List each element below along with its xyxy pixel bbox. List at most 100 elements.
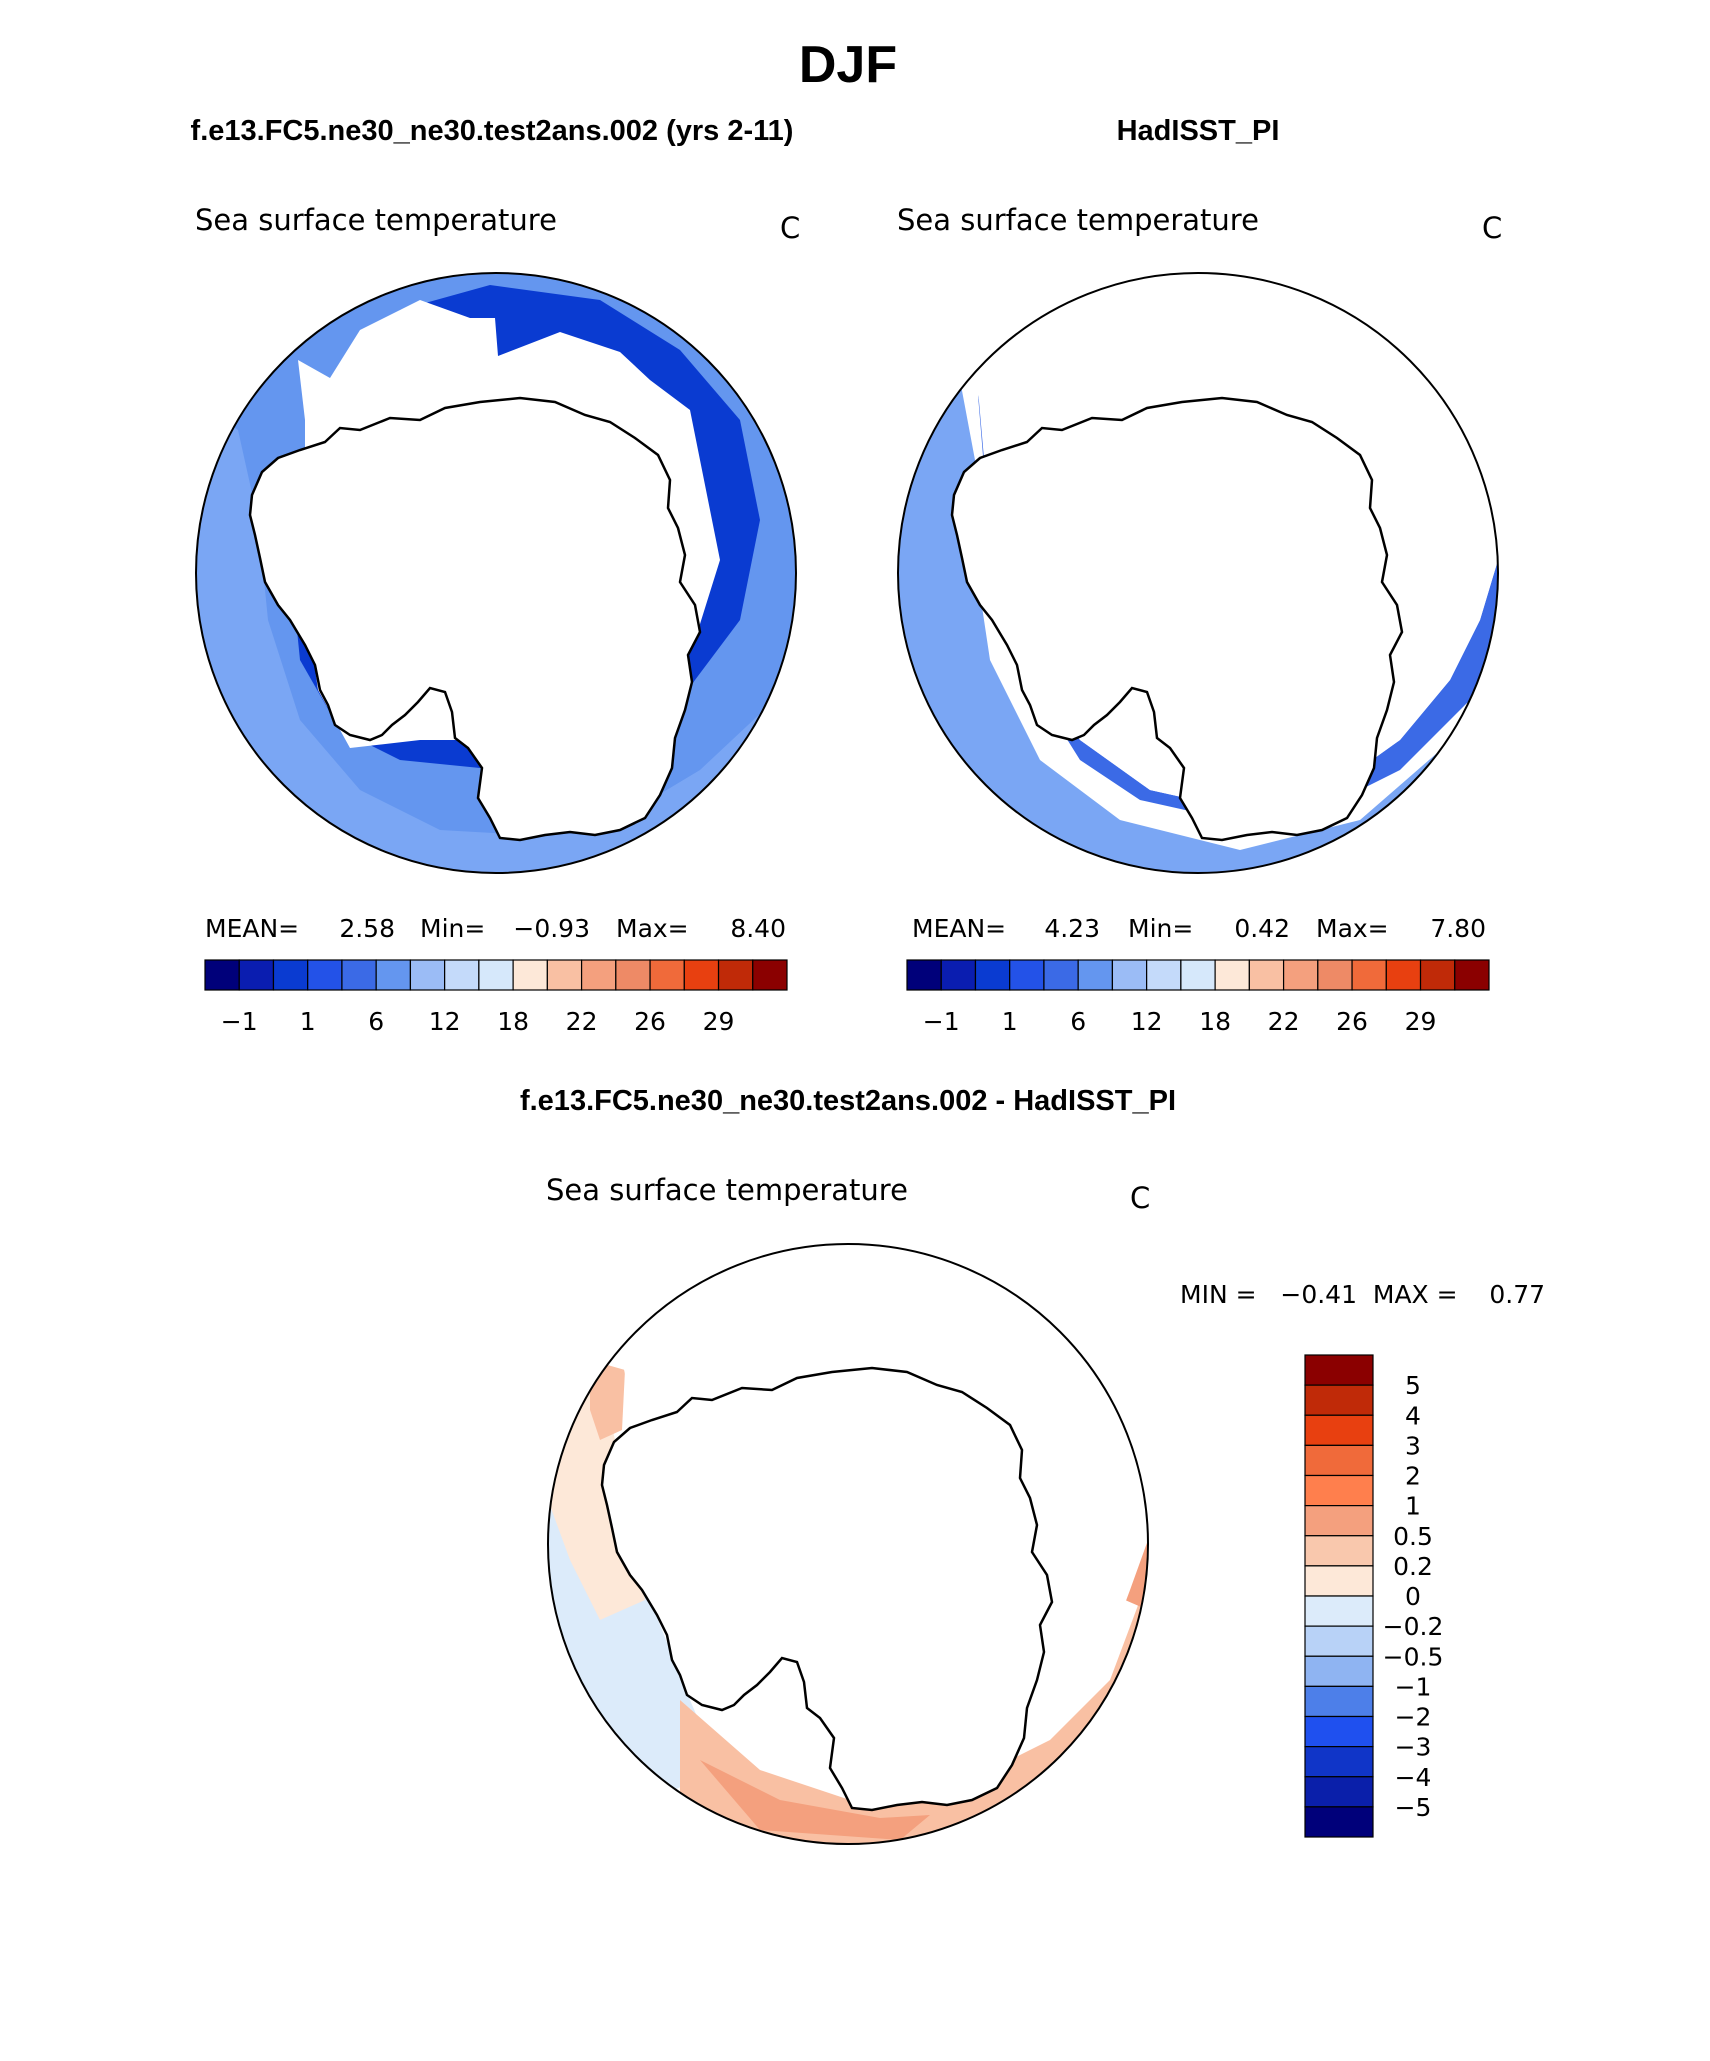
model-min-value: −0.93 <box>513 914 590 943</box>
diff-minmax-label: MIN = −0.41 MAX = 0.77 <box>1180 1280 1545 1309</box>
diff-colorbar-label: 0 <box>1405 1582 1421 1611</box>
diff-heading: f.e13.FC5.ne30_ne30.test2ans.002 - HadIS… <box>520 1085 1176 1117</box>
model-colorbar-tick-label: 1 <box>300 1007 316 1036</box>
obs-colorbar-swatch <box>906 959 942 991</box>
obs-colorbar-swatch <box>1454 959 1490 991</box>
diff-colorbar-swatch <box>1304 1474 1374 1507</box>
model-colorbar-swatch <box>238 959 275 991</box>
diff-colorbar-swatch <box>1304 1685 1374 1718</box>
obs-min-value: 0.42 <box>1234 914 1290 943</box>
diff-colorbar-label: 2 <box>1405 1462 1421 1491</box>
diff-colorbar-label: −4 <box>1395 1763 1432 1792</box>
panel-obs-stats: MEAN= 4.23 Min= 0.42 Max= 7.80 <box>912 914 1486 943</box>
obs-colorbar-swatch <box>1351 959 1387 991</box>
obs-mean-label: MEAN= <box>912 914 1006 943</box>
obs-colorbar-swatch <box>1043 959 1079 991</box>
panel-obs-colorbar <box>906 959 1490 991</box>
panel-obs-map <box>898 273 1498 873</box>
panel-model-heading: f.e13.FC5.ne30_ne30.test2ans.002 (yrs 2-… <box>191 115 794 147</box>
obs-colorbar-tick-label: −1 <box>923 1007 960 1036</box>
model-colorbar-swatch <box>717 959 754 991</box>
diff-map-border <box>547 1243 1149 1845</box>
diff-variable-label: Sea surface temperature <box>546 1173 908 1207</box>
model-max-value: 8.40 <box>730 914 786 943</box>
panel-model-map <box>196 273 796 873</box>
obs-colorbar-swatch <box>1077 959 1114 991</box>
diff-colorbar-swatch <box>1304 1414 1374 1446</box>
diff-colorbar <box>1304 1354 1374 1838</box>
diff-colorbar-label: 0.2 <box>1393 1552 1433 1581</box>
obs-colorbar-tick-label: 18 <box>1199 1007 1231 1036</box>
diff-colorbar-swatch <box>1304 1625 1374 1657</box>
page-title: DJF <box>799 36 897 94</box>
obs-mean-value: 4.23 <box>1044 914 1100 943</box>
obs-colorbar-tick-label: 12 <box>1131 1007 1163 1036</box>
panel-obs-units-label: C <box>1482 211 1502 245</box>
model-colorbar-tick-label: 22 <box>566 1007 598 1036</box>
model-mean-value: 2.58 <box>339 914 395 943</box>
diff-units-label: C <box>1130 1181 1150 1215</box>
obs-colorbar-tick-label: 6 <box>1070 1007 1086 1036</box>
panel-obs-heading: HadISST_PI <box>1117 115 1280 147</box>
model-colorbar-swatch <box>444 959 480 991</box>
diff-colorbar-swatch <box>1304 1595 1374 1627</box>
obs-min-label: Min= <box>1128 914 1193 943</box>
model-colorbar-swatch <box>683 959 720 991</box>
panel-model-units-label: C <box>780 211 800 245</box>
diff-colorbar-swatch <box>1304 1806 1374 1838</box>
obs-colorbar-tick-label: 26 <box>1336 1007 1368 1036</box>
diff-south-salmon <box>700 1760 930 1840</box>
diff-south-peach <box>680 1560 1148 1844</box>
model-colorbar-swatch <box>752 959 788 991</box>
diff-colorbar-label: 1 <box>1405 1492 1421 1521</box>
model-colorbar-tick-label: 26 <box>634 1007 666 1036</box>
diff-colorbar-swatch <box>1304 1715 1374 1748</box>
model-colorbar-swatch <box>341 959 377 991</box>
diff-colorbar-label: 5 <box>1405 1371 1421 1400</box>
model-colorbar-swatch <box>375 959 412 991</box>
panel-model-colorbar-ticks: −1 1 6 12 18 22 26 29 <box>221 1007 735 1036</box>
diff-colorbar-swatch <box>1304 1565 1374 1597</box>
panel-obs-colorbar-ticks: −1 1 6 12 18 22 26 29 <box>923 1007 1437 1036</box>
model-colorbar-swatch <box>615 959 651 991</box>
panel-obs-variable-label: Sea surface temperature <box>897 203 1259 237</box>
diff-colorbar-label: −3 <box>1395 1733 1432 1762</box>
panel-model-variable-label: Sea surface temperature <box>195 203 557 237</box>
obs-colorbar-swatch <box>1317 959 1353 991</box>
model-colorbar-swatch <box>546 959 583 991</box>
obs-colorbar-swatch <box>1385 959 1422 991</box>
diff-colorbar-label: −1 <box>1395 1672 1432 1701</box>
model-colorbar-swatch <box>272 959 309 991</box>
diff-colorbar-label: −0.2 <box>1383 1612 1444 1641</box>
model-colorbar-tick-label: −1 <box>221 1007 258 1036</box>
diff-colorbar-swatch <box>1304 1746 1374 1778</box>
model-colorbar-swatch <box>409 959 446 991</box>
obs-colorbar-swatch <box>1111 959 1148 991</box>
panel-model-stats: MEAN= 2.58 Min= −0.93 Max= 8.40 <box>205 914 786 943</box>
model-colorbar-swatch <box>307 959 343 991</box>
obs-colorbar-tick-label: 29 <box>1405 1007 1437 1036</box>
model-colorbar-tick-label: 29 <box>703 1007 735 1036</box>
diff-colorbar-label: −5 <box>1395 1793 1432 1822</box>
obs-colorbar-tick-label: 1 <box>1002 1007 1018 1036</box>
diff-colorbar-swatch <box>1304 1535 1374 1567</box>
obs-colorbar-swatch <box>1180 959 1216 991</box>
diff-colorbar-swatch <box>1304 1776 1374 1808</box>
obs-colorbar-swatch <box>1282 959 1319 991</box>
model-colorbar-tick-label: 6 <box>368 1007 384 1036</box>
panel-model-map-border <box>195 272 797 874</box>
model-max-label: Max= <box>616 914 689 943</box>
model-colorbar-swatch <box>649 959 685 991</box>
model-colorbar-swatch <box>512 959 548 991</box>
obs-colorbar-swatch <box>1146 959 1182 991</box>
obs-max-label: Max= <box>1316 914 1389 943</box>
obs-colorbar-swatch <box>1214 959 1250 991</box>
diff-colorbar-label: 4 <box>1405 1401 1421 1430</box>
model-colorbar-tick-label: 18 <box>497 1007 529 1036</box>
model-colorbar-tick-label: 12 <box>429 1007 461 1036</box>
panel-model-colorbar <box>204 959 788 991</box>
obs-colorbar-tick-label: 22 <box>1268 1007 1300 1036</box>
model-colorbar-swatch <box>580 959 617 991</box>
diff-colorbar-label: −2 <box>1395 1703 1432 1732</box>
